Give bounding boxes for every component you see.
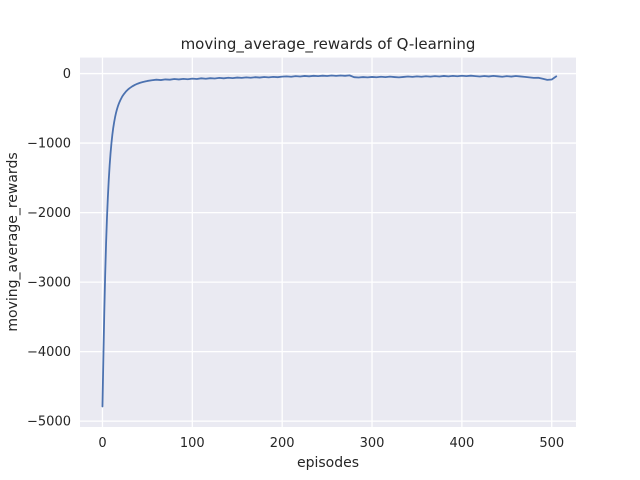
x-tick-label-200: 200 [270,436,295,451]
x-tick-label-100: 100 [180,436,205,451]
y-tick-label--5000: −5000 [27,415,71,430]
x-tick-label-0: 0 [98,436,106,451]
y-tick-label-0: 0 [63,67,71,82]
x-axis-label: episodes [297,455,359,471]
x-tick-labels: 0 100 200 300 400 500 [98,436,564,451]
x-tick-label-500: 500 [539,436,564,451]
y-tick-label--3000: −3000 [27,276,71,291]
reward-line [101,74,558,408]
x-tick-label-400: 400 [449,436,474,451]
x-tick-label-300: 300 [360,436,385,451]
y-tick-label--4000: −4000 [27,345,71,360]
y-axis-label: moving_average_rewards [5,152,21,331]
gridlines [80,57,576,427]
y-tick-labels: 0 −1000 −2000 −3000 −4000 −5000 [27,67,71,430]
chart-title: moving_average_rewards of Q-learning [181,35,476,54]
plot-area [80,57,576,427]
y-tick-label--2000: −2000 [27,206,71,221]
y-tick-label--1000: −1000 [27,137,71,152]
